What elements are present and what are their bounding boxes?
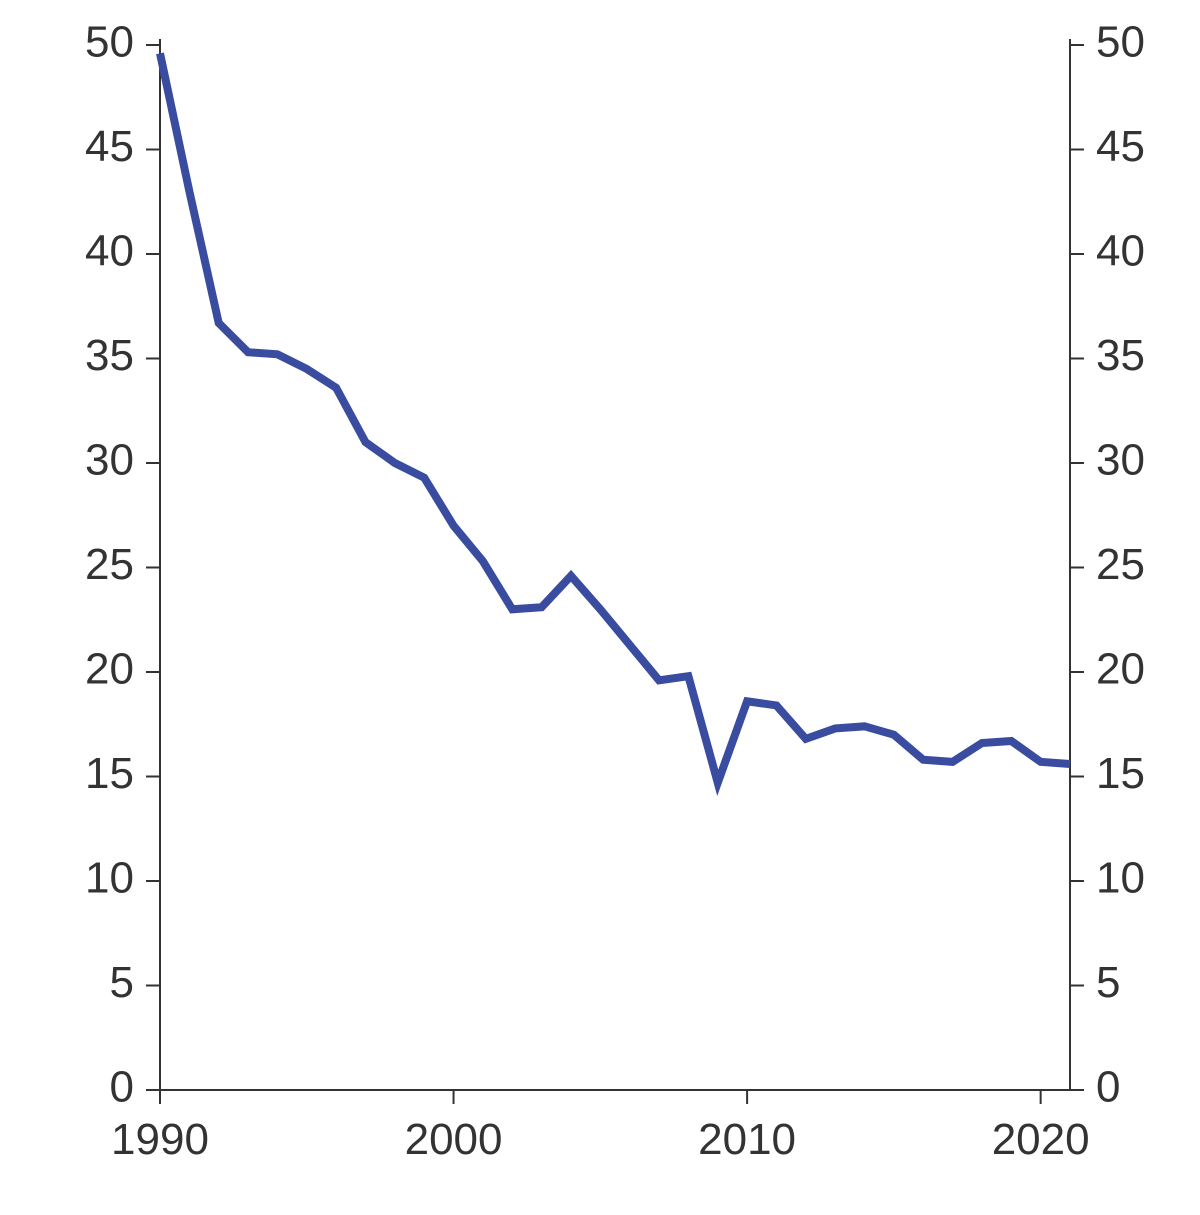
y-tick-label-left: 50 <box>85 18 134 67</box>
y-tick-label-left: 35 <box>85 331 134 380</box>
chart-svg: 0055101015152020252530303535404045455050… <box>0 0 1200 1215</box>
y-tick-label-right: 40 <box>1096 227 1145 276</box>
y-tick-label-left: 40 <box>85 227 134 276</box>
y-tick-label-right: 5 <box>1096 958 1120 1007</box>
x-tick-label: 1990 <box>111 1115 209 1164</box>
x-tick-label: 2020 <box>992 1115 1090 1164</box>
x-tick-label: 2000 <box>405 1115 503 1164</box>
y-tick-label-right: 45 <box>1096 122 1145 171</box>
y-tick-label-left: 0 <box>110 1063 134 1112</box>
line-chart: 0055101015152020252530303535404045455050… <box>0 0 1200 1215</box>
y-tick-label-right: 10 <box>1096 854 1145 903</box>
y-tick-label-left: 15 <box>85 749 134 798</box>
y-tick-label-right: 15 <box>1096 749 1145 798</box>
y-tick-label-right: 0 <box>1096 1063 1120 1112</box>
y-tick-label-left: 10 <box>85 854 134 903</box>
y-tick-label-right: 50 <box>1096 18 1145 67</box>
y-tick-label-left: 25 <box>85 540 134 589</box>
y-tick-label-left: 45 <box>85 122 134 171</box>
y-tick-label-left: 30 <box>85 436 134 485</box>
y-tick-label-left: 5 <box>110 958 134 1007</box>
y-tick-label-right: 25 <box>1096 540 1145 589</box>
x-tick-label: 2010 <box>698 1115 796 1164</box>
y-tick-label-left: 20 <box>85 645 134 694</box>
y-tick-label-right: 20 <box>1096 645 1145 694</box>
y-tick-label-right: 30 <box>1096 436 1145 485</box>
y-tick-label-right: 35 <box>1096 331 1145 380</box>
